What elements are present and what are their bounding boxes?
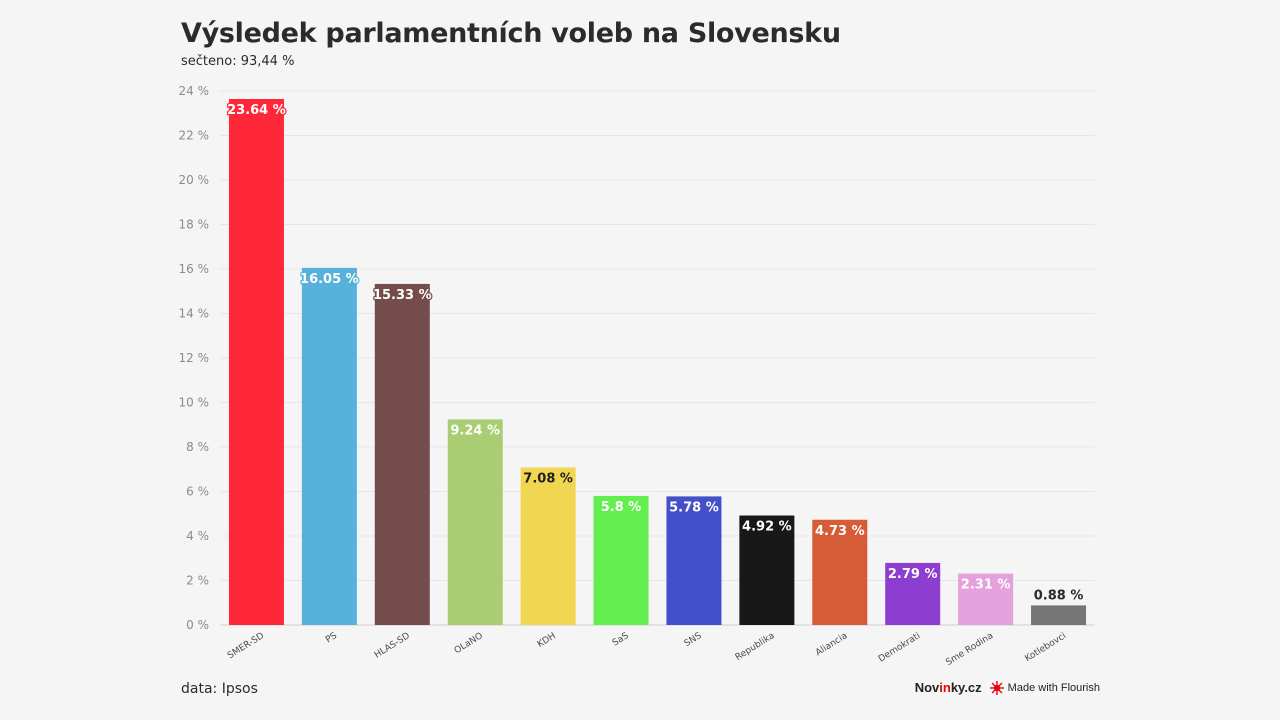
flourish-icon	[989, 680, 1004, 695]
x-tick-label: Demokrati	[877, 631, 922, 664]
grid-lines	[220, 90, 1095, 626]
y-tick-label: 20 %	[179, 173, 210, 187]
novinky-logo[interactable]: Novinky.cz	[915, 680, 982, 695]
x-tick-label: Sme Rodina	[944, 631, 995, 668]
x-tick-label: KDH	[536, 631, 558, 650]
bar[interactable]	[885, 562, 941, 625]
value-label: 0.88 %	[1034, 588, 1084, 603]
y-tick-label: 18 %	[179, 218, 210, 232]
x-tick-label: SNS	[683, 631, 704, 649]
value-label: 4.73 %	[815, 524, 865, 539]
bar[interactable]	[958, 573, 1014, 625]
made-with-flourish: Made with Flourish	[1007, 681, 1100, 694]
value-label: 9.24 %	[450, 423, 500, 438]
y-tick-label: 2 %	[186, 574, 209, 588]
y-tick-label: 16 %	[179, 262, 210, 276]
x-tick-label: Aliancia	[814, 631, 849, 658]
y-axis-ticks: 0 % 2 % 4 % 6 % 8 % 10 % 12 % 14 % 16 % 18 % 20 % 2…	[179, 84, 210, 632]
x-tick-label: Kotlebovci	[1023, 631, 1068, 664]
x-tick-label: SaS	[611, 631, 631, 649]
x-tick-label: PS	[324, 631, 339, 646]
bar[interactable]	[593, 495, 649, 625]
bar[interactable]	[374, 283, 430, 625]
y-tick-label: 10 %	[179, 396, 210, 410]
y-tick-label: 14 %	[179, 307, 210, 321]
x-tick-label: OLaNO	[453, 631, 485, 656]
value-label: 4.92 %	[742, 520, 792, 535]
bar[interactable]	[228, 99, 284, 625]
bar[interactable]	[666, 496, 722, 625]
bars	[228, 99, 1087, 625]
y-tick-label: 24 %	[179, 84, 210, 98]
y-tick-label: 22 %	[179, 129, 210, 143]
bar[interactable]	[301, 267, 357, 625]
brand-suffix: ky.cz	[950, 680, 982, 695]
value-label: 2.31 %	[961, 578, 1011, 593]
value-labels: 23.64 % 16.05 % 15.33 % 9.24 % 7.08 % 5.8 % 5.…	[226, 102, 1084, 604]
data-source: data: Ipsos	[181, 681, 258, 697]
x-tick-label: Republika	[734, 631, 777, 663]
x-tick-label: HLAS-SD	[373, 631, 412, 661]
bar[interactable]	[447, 419, 503, 625]
bar[interactable]	[739, 515, 795, 625]
y-tick-label: 0 %	[186, 618, 209, 632]
bar[interactable]	[520, 467, 576, 625]
x-axis-ticks: SMER-SD PS HLAS-SD OLaNO KDH SaS SNS Republika A…	[226, 631, 1068, 668]
chart-title: Výsledek parlamentních voleb na Slovensk…	[181, 18, 841, 49]
y-tick-label: 8 %	[186, 440, 209, 454]
bar[interactable]	[1031, 605, 1087, 625]
chart-subtitle: sečteno: 93,44 %	[181, 54, 295, 69]
value-label: 16.05 %	[300, 272, 359, 287]
value-label: 5.8 %	[601, 500, 642, 515]
brand-accent: in	[939, 680, 951, 695]
value-label: 7.08 %	[523, 471, 573, 486]
value-label: 2.79 %	[888, 567, 938, 582]
value-label: 5.78 %	[669, 500, 719, 515]
brand-prefix: Nov	[914, 680, 940, 695]
bar[interactable]	[812, 519, 868, 625]
footer-branding: Novinky.cz Made with Flourish	[915, 680, 1100, 695]
flourish-link[interactable]: Made with Flourish	[989, 680, 1100, 695]
y-tick-label: 6 %	[186, 485, 209, 499]
x-tick-label: SMER-SD	[226, 631, 266, 661]
value-label: 23.64 %	[227, 103, 286, 118]
y-tick-label: 12 %	[179, 351, 210, 365]
y-tick-label: 4 %	[186, 529, 209, 543]
value-label: 15.33 %	[373, 288, 432, 303]
